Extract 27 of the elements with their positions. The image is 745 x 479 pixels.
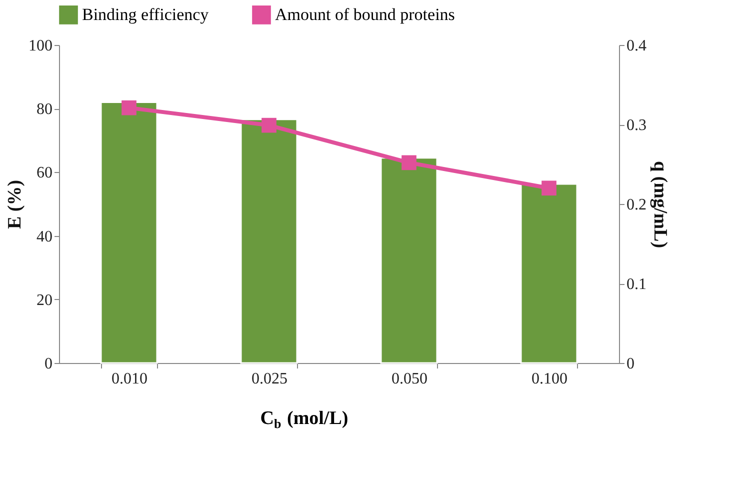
y2-tick-label: 0 (626, 356, 634, 372)
bar (520, 183, 578, 364)
point (262, 118, 276, 133)
x-tick-label: 0.010 (112, 370, 148, 388)
bar (240, 118, 298, 364)
y-tick-label: 40 (36, 228, 52, 246)
point (542, 180, 556, 196)
bar (380, 157, 438, 364)
point (122, 100, 136, 116)
y2-tick-label: 0.3 (626, 117, 646, 134)
x-tick-label: 0.100 (532, 370, 568, 388)
y-tick-label: 0 (44, 356, 52, 372)
y2-axis-title: q (mg/mL) (650, 160, 670, 248)
y-tick-label: 80 (36, 101, 52, 118)
y-tick-label: 60 (36, 164, 52, 182)
point (402, 155, 416, 170)
y-tick-label: 100 (28, 38, 52, 54)
bar (100, 101, 158, 364)
y2-tick-label: 0.1 (626, 276, 646, 293)
legend-label: Binding efficiency (82, 4, 210, 24)
x-tick-label: 0.025 (252, 370, 288, 388)
x-tick-label: 0.050 (392, 370, 428, 388)
y2-tick-label: 0.2 (626, 196, 646, 214)
y-axis-title: E (%) (4, 180, 26, 230)
y2-tick-label: 0.4 (626, 38, 646, 54)
y-tick-label: 20 (36, 292, 52, 309)
legend-label: Amount of bound proteins (275, 4, 455, 24)
